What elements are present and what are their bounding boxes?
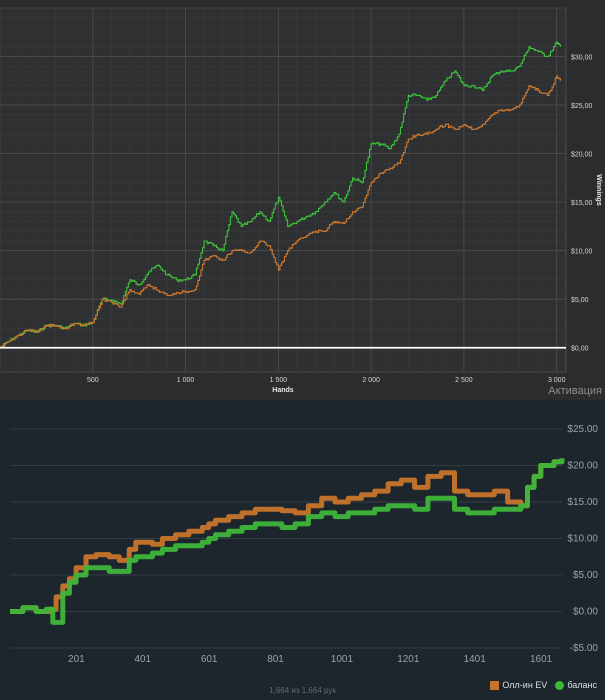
x-tick-label: 401 [134, 654, 151, 665]
x-tick-label: 2 500 [455, 377, 473, 384]
y-tick-label: $5.00 [573, 570, 598, 581]
y-axis-title: Winnings [595, 174, 602, 206]
x-tick-label: 801 [267, 654, 284, 665]
x-tick-label: 201 [68, 654, 85, 665]
x-tick-label: 1001 [331, 654, 354, 665]
legend-swatch-balance [555, 680, 565, 690]
y-tick-label: $5,00 [571, 297, 589, 304]
x-tick-label: 2 000 [362, 377, 380, 384]
bottom-chart-panel: -$5.00 $0.00 $5.00 $10.00 $15.00 $20.00 $25.00… [0, 400, 605, 700]
y-tick-label: $0.00 [573, 607, 598, 618]
series-line-balance [10, 458, 565, 625]
x-tick-label: 500 [87, 377, 99, 384]
legend: Олл-ин EV баланс [490, 680, 597, 690]
legend-label-allin-ev: Олл-ин EV [502, 680, 548, 690]
y-tick-label: $15,00 [571, 200, 593, 207]
x-tick-label: 1601 [530, 654, 553, 665]
x-axis-title: Hands [272, 387, 294, 394]
y-tick-label: -$5.00 [570, 643, 599, 654]
y-tick-label: $25.00 [567, 424, 598, 435]
x-tick-label: 601 [201, 654, 218, 665]
x-tick-label: 1 000 [177, 377, 195, 384]
x-tick-label: 1 500 [270, 377, 288, 384]
x-tick-label: 3 000 [548, 377, 566, 384]
activation-watermark: Активация [548, 385, 602, 397]
legend-item-allin-ev[interactable]: Олл-ин EV [490, 680, 547, 690]
legend-label-balance: баланс [567, 680, 597, 690]
y-tick-label: $10.00 [567, 534, 598, 545]
y-tick-label: $10,00 [571, 249, 593, 256]
plot-area [0, 7, 567, 373]
legend-item-balance[interactable]: баланс [555, 680, 597, 690]
top-chart-panel: 500 1 000 1 500 2 000 2 500 3 000 $0,00 $5,00 $1… [0, 0, 605, 400]
series-line-allin-ev [10, 459, 562, 614]
y-tick-label: $30,00 [571, 55, 593, 62]
x-tick-label: 1201 [397, 654, 420, 665]
y-tick-label: $15.00 [567, 497, 598, 508]
x-tick-label: 1401 [464, 654, 487, 665]
y-tick-label: $25,00 [571, 103, 593, 110]
y-tick-label: $20.00 [567, 461, 598, 472]
y-tick-label: $0,00 [571, 346, 589, 353]
y-tick-label: $20,00 [571, 152, 593, 159]
legend-swatch-allin-ev [490, 680, 500, 690]
hands-count-footer: 1,664 из 1,664 рук [269, 686, 336, 695]
series-line-allin-ev [0, 75, 561, 349]
winnings-chart: 500 1 000 1 500 2 000 2 500 3 000 $0,00 $5,00 $1… [0, 7, 602, 394]
allin-ev-chart: -$5.00 $0.00 $5.00 $10.00 $15.00 $20.00 $25.00… [10, 424, 599, 665]
